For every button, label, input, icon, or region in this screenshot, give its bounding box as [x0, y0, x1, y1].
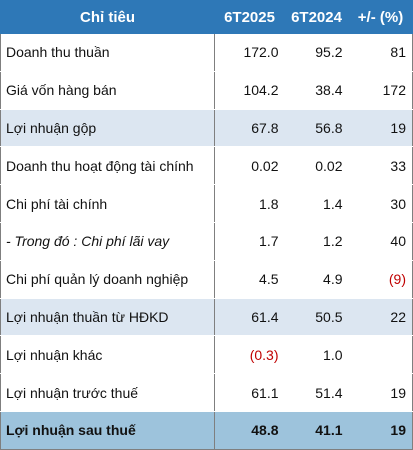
value-6t2025: 4.5 — [214, 260, 285, 299]
value-6t2025: 1.8 — [214, 184, 285, 223]
value-6t2024: 51.4 — [284, 373, 349, 412]
value-change: 19 — [348, 109, 413, 148]
header-6t2025: 6T2025 — [214, 0, 285, 34]
table-row: Chi phí tài chính 1.8 1.4 30 — [0, 184, 413, 223]
value-6t2024: 38.4 — [284, 71, 349, 110]
table-row: Chi phí quản lý doanh nghiệp 4.5 4.9 (9) — [0, 260, 413, 299]
value-6t2024: 41.1 — [284, 411, 349, 450]
value-change: 19 — [348, 373, 413, 412]
value-6t2025: 104.2 — [214, 71, 285, 110]
row-label: Doanh thu thuần — [0, 33, 215, 72]
value-6t2024: 56.8 — [284, 109, 349, 148]
value-change: (9) — [348, 260, 413, 299]
table-row: - Trong đó : Chi phí lãi vay 1.7 1.2 40 — [0, 222, 413, 261]
value-6t2024: 4.9 — [284, 260, 349, 299]
header-label: Chỉ tiêu — [0, 0, 215, 34]
header-6t2024: 6T2024 — [284, 0, 349, 34]
value-6t2025: 48.8 — [214, 411, 285, 450]
value-6t2024: 1.4 — [284, 184, 349, 223]
value-change: 40 — [348, 222, 413, 261]
row-label: - Trong đó : Chi phí lãi vay — [0, 222, 215, 261]
header-change: +/- (%) — [348, 0, 413, 34]
value-change: 33 — [348, 146, 413, 186]
row-label: Giá vốn hàng bán — [0, 71, 215, 110]
table-row-total: Lợi nhuận sau thuế 48.8 41.1 19 — [0, 411, 413, 450]
value-6t2024: 1.0 — [284, 335, 349, 375]
value-6t2025: 172.0 — [214, 33, 285, 72]
value-6t2025: 1.7 — [214, 222, 285, 261]
value-6t2025: (0.3) — [214, 335, 285, 375]
table-row: Doanh thu thuần 172.0 95.2 81 — [0, 33, 413, 72]
value-change: 81 — [348, 33, 413, 72]
value-6t2025: 67.8 — [214, 109, 285, 148]
value-change: 19 — [348, 411, 413, 450]
table-row: Lợi nhuận gộp 67.8 56.8 19 — [0, 109, 413, 148]
row-label: Doanh thu hoạt động tài chính — [0, 146, 215, 186]
row-label: Lợi nhuận thuần từ HĐKD — [0, 298, 215, 337]
value-6t2024: 1.2 — [284, 222, 349, 261]
value-6t2024: 95.2 — [284, 33, 349, 72]
value-change: 30 — [348, 184, 413, 223]
value-6t2025: 0.02 — [214, 146, 285, 186]
row-label: Lợi nhuận gộp — [0, 109, 215, 148]
row-label: Lợi nhuận khác — [0, 335, 215, 375]
row-label: Lợi nhuận sau thuế — [0, 411, 215, 450]
table-row: Doanh thu hoạt động tài chính 0.02 0.02 … — [0, 146, 413, 186]
row-label: Chi phí quản lý doanh nghiệp — [0, 260, 215, 299]
row-label: Chi phí tài chính — [0, 184, 215, 223]
value-change: 22 — [348, 298, 413, 337]
header-row: Chỉ tiêu 6T2025 6T2024 +/- (%) — [0, 0, 413, 34]
value-change — [348, 335, 413, 375]
table-row: Lợi nhuận khác (0.3) 1.0 — [0, 335, 413, 375]
value-6t2024: 0.02 — [284, 146, 349, 186]
table-row: Lợi nhuận thuần từ HĐKD 61.4 50.5 22 — [0, 298, 413, 337]
table-row: Lợi nhuận trước thuế 61.1 51.4 19 — [0, 373, 413, 412]
value-6t2025: 61.4 — [214, 298, 285, 337]
table-row: Giá vốn hàng bán 104.2 38.4 172 — [0, 71, 413, 110]
value-6t2024: 50.5 — [284, 298, 349, 337]
value-6t2025: 61.1 — [214, 373, 285, 412]
value-change: 172 — [348, 71, 413, 110]
row-label: Lợi nhuận trước thuế — [0, 373, 215, 412]
